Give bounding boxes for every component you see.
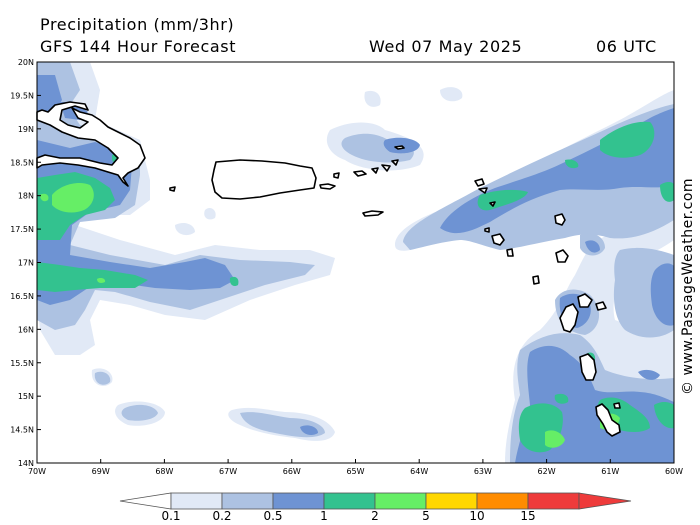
st-kitts-coast	[478, 187, 488, 194]
lat-tick-label: 14.5N	[10, 426, 34, 435]
legend-label: 5	[422, 509, 430, 523]
lat-tick-label: 17N	[18, 259, 34, 268]
legend-label: 15	[520, 509, 535, 523]
lon-tick-label: 66W	[283, 467, 301, 476]
vieques-coast	[319, 183, 336, 190]
legend-swatch	[527, 492, 580, 510]
st-lucia-coast	[595, 403, 621, 437]
lat-tick-label: 15.5N	[10, 359, 34, 368]
lon-tick-label: 60W	[665, 467, 683, 476]
coastlines	[36, 101, 621, 437]
lon-tick-label: 68W	[155, 467, 173, 476]
lon-tick-label: 65W	[346, 467, 364, 476]
precipitation-legend: 0.1 0.2 0.5 1 2 5 10 15	[119, 492, 632, 523]
lon-tick-label: 70W	[28, 467, 46, 476]
legend-swatch	[170, 492, 223, 510]
valid-date: Wed 07 May 2025	[369, 37, 523, 56]
lat-tick-label: 14N	[18, 459, 34, 468]
legend-swatch	[476, 492, 529, 510]
st-croix-coast	[362, 210, 384, 217]
lon-tick-label: 64W	[410, 467, 428, 476]
lon-tick-label: 61W	[601, 467, 619, 476]
lat-tick-label: 19.5N	[10, 91, 34, 100]
legend-swatch	[272, 492, 325, 510]
lat-tick-label: 15N	[18, 392, 34, 401]
martinique-coast	[579, 353, 597, 381]
lat-tick-label: 16.5N	[10, 292, 34, 301]
lon-tick-label: 67W	[219, 467, 237, 476]
lat-tick-label: 20N	[18, 58, 34, 67]
legend-swatch	[425, 492, 478, 510]
legend-label: 0.1	[161, 509, 180, 523]
lat-tick-label: 17.5N	[10, 225, 34, 234]
antigua-coast	[484, 227, 490, 233]
legend-label: 0.2	[212, 509, 231, 523]
guadeloupe-coast	[555, 249, 569, 263]
lon-tick-label: 63W	[474, 467, 492, 476]
culebra-coast	[333, 172, 340, 179]
lon-tick-label: 69W	[92, 467, 110, 476]
legend-swatch	[221, 492, 274, 510]
anguilla-coast	[394, 145, 405, 150]
precipitation-layer	[37, 62, 674, 463]
legend-arrow-high	[578, 492, 632, 510]
montserrat-coast	[491, 233, 505, 246]
lat-tick-label: 16N	[18, 325, 34, 334]
legend-label: 1	[320, 509, 328, 523]
legend-swatch	[374, 492, 427, 510]
barbuda-coast	[489, 201, 496, 207]
st-vincent-coast	[613, 402, 621, 409]
longitude-axis: 70W 69W 68W 67W 66W 65W 64W 63W 62W 61W 60W	[28, 459, 683, 476]
lat-tick-label: 19N	[18, 125, 34, 134]
lat-tick-label: 18N	[18, 192, 34, 201]
dominica-coast	[559, 293, 607, 333]
puerto-rico-coast	[211, 159, 317, 200]
legend-label: 0.5	[263, 509, 282, 523]
saba-coast	[169, 186, 176, 192]
legend-swatch	[323, 492, 376, 510]
lon-tick-label: 62W	[538, 467, 556, 476]
map-title: Precipitation (mm/3hr)	[40, 15, 235, 34]
hispaniola-coast	[36, 101, 146, 187]
st-barts-coast	[474, 178, 485, 187]
virgin-islands-coast	[353, 159, 399, 177]
legend-label: 2	[371, 509, 379, 523]
legend-label: 10	[469, 509, 484, 523]
nevis-coast	[554, 213, 566, 226]
valid-time: 06 UTC	[596, 37, 657, 56]
lat-tick-label: 18.5N	[10, 158, 34, 167]
redonda-coast	[506, 248, 514, 257]
forecast-subtitle: GFS 144 Hour Forecast	[40, 37, 237, 56]
marie-galante-coast	[532, 275, 540, 285]
latitude-axis: 20N 19.5N 19N 18.5N 18N 17.5N 17N 16.5N 16N 15.5N…	[10, 58, 41, 468]
legend-arrow-low	[119, 492, 172, 510]
